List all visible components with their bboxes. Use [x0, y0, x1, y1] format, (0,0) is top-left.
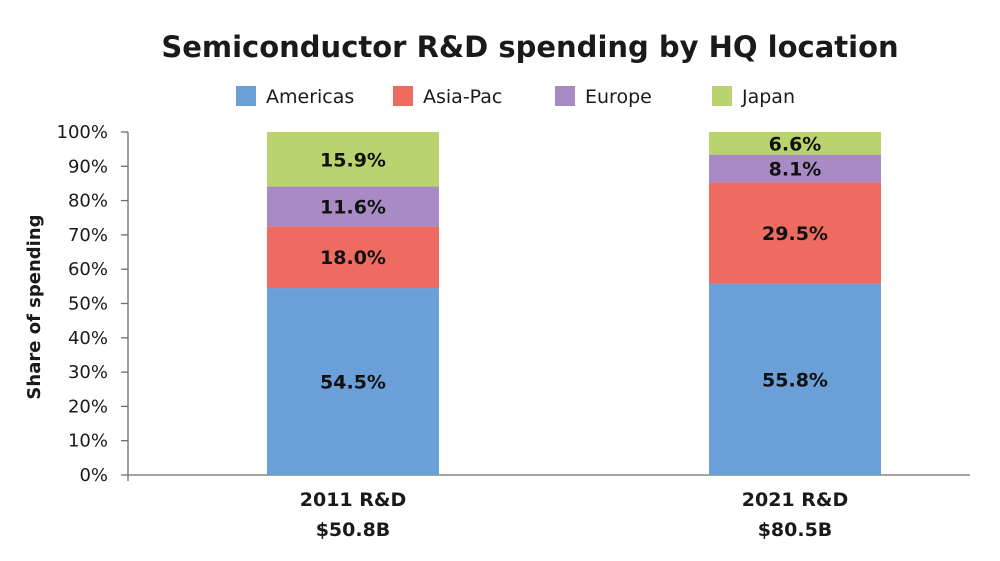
y-axis-label: Share of spending — [24, 214, 45, 399]
bar-segment-americas — [709, 283, 881, 475]
axes: 0% 10% 20% 30% 40% 50% 60% 70% 80% 90% 100% — [57, 122, 970, 486]
legend: Americas Asia-Pac Europe Japan — [236, 86, 795, 108]
y-tick-label: 70% — [68, 225, 108, 246]
y-tick-label: 10% — [68, 431, 108, 452]
data-label: 8.1% — [769, 159, 822, 181]
data-label: 6.6% — [769, 133, 822, 155]
data-label: 15.9% — [320, 149, 386, 171]
data-label: 29.5% — [762, 223, 828, 245]
bar-segment-americas — [267, 288, 439, 475]
legend-swatch-japan — [712, 86, 732, 106]
bar-segment-japan — [709, 132, 881, 155]
category-amount-label: $80.5B — [758, 519, 833, 541]
y-tick-label: 0% — [79, 465, 108, 486]
legend-label-americas: Americas — [266, 86, 354, 108]
y-tick-label: 90% — [68, 156, 108, 177]
data-label: 54.5% — [320, 372, 386, 394]
legend-swatch-asia-pac — [393, 86, 413, 106]
data-label: 55.8% — [762, 369, 828, 391]
bar-segment-asia-pac — [709, 182, 881, 284]
legend-label-asia-pac: Asia-Pac — [423, 86, 502, 108]
bar-segment-asia-pac — [267, 226, 439, 289]
category-label: 2011 R&D — [300, 489, 406, 511]
legend-label-europe: Europe — [585, 86, 652, 108]
data-label: 11.6% — [320, 196, 386, 218]
y-tick-label: 80% — [68, 191, 108, 212]
data-label: 18.0% — [320, 247, 386, 269]
category-label: 2021 R&D — [742, 489, 848, 511]
y-tick-label: 20% — [68, 396, 108, 417]
legend-swatch-europe — [555, 86, 575, 106]
category-labels: 2011 R&D $50.8B 2021 R&D $80.5B — [300, 489, 848, 541]
y-tick-label: 30% — [68, 362, 108, 383]
bar-segment-europe — [709, 154, 881, 183]
legend-label-japan: Japan — [741, 86, 795, 108]
y-tick-label: 40% — [68, 328, 108, 349]
category-amount-label: $50.8B — [316, 519, 391, 541]
y-tick-label: 50% — [68, 294, 108, 315]
bar-segment-europe — [267, 186, 439, 227]
y-tick-label: 100% — [57, 122, 108, 143]
legend-swatch-americas — [236, 86, 256, 106]
y-tick-label: 60% — [68, 259, 108, 280]
bars: 54.5% 18.0% 11.6% 15.9% 55.8% 29.5% 8.1% 6.6% — [267, 132, 881, 475]
chart-title: Semiconductor R&D spending by HQ locatio… — [161, 30, 898, 64]
bar-segment-japan — [267, 132, 439, 187]
